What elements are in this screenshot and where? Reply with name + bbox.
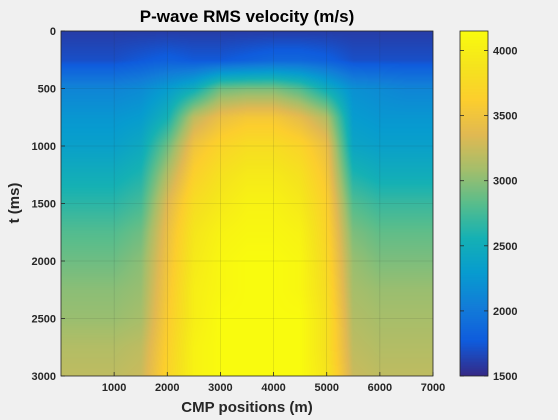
y-tick-label: 1500 — [32, 199, 56, 211]
x-tick-label: 1000 — [102, 382, 126, 394]
x-tick-label: 2000 — [155, 382, 179, 394]
y-tick-label: 500 — [38, 84, 56, 96]
x-axis-label: CMP positions (m) — [181, 399, 312, 416]
x-tick-label: 3000 — [208, 382, 232, 394]
colorbar-ticks: 1500 2000 2500 3000 3500 4000 — [460, 46, 517, 383]
colorbar-tick-label: 3500 — [493, 111, 517, 123]
y-tick-label: 1000 — [32, 141, 56, 153]
chart-title: P-wave RMS velocity (m/s) — [140, 7, 354, 26]
colorbar-tick-label: 2000 — [493, 306, 517, 318]
colorbar-gradient — [460, 31, 488, 376]
x-tick-label: 6000 — [368, 382, 392, 394]
colorbar-tick-label: 2500 — [493, 241, 517, 253]
colorbar — [459, 30, 489, 377]
velocity-heatmap — [61, 31, 433, 376]
x-tick-label: 4000 — [261, 382, 285, 394]
x-axis-ticks: 1000 2000 3000 4000 5000 6000 7000 — [102, 372, 445, 394]
y-tick-label: 2000 — [32, 256, 56, 268]
colorbar-tick-label: 1500 — [493, 371, 517, 383]
plot-area — [60, 30, 434, 377]
colorbar-tick-label: 4000 — [493, 46, 517, 58]
x-tick-label: 5000 — [314, 382, 338, 394]
y-axis-label: t (ms) — [6, 183, 23, 224]
y-axis-ticks: 0 500 1000 1500 2000 2500 3000 — [32, 26, 65, 383]
y-tick-label: 3000 — [32, 371, 56, 383]
y-tick-label: 2500 — [32, 314, 56, 326]
colorbar-tick-label: 3000 — [493, 176, 517, 188]
y-tick-label: 0 — [50, 26, 56, 38]
colorbar-frame — [459, 30, 489, 377]
x-tick-label: 7000 — [421, 382, 445, 394]
